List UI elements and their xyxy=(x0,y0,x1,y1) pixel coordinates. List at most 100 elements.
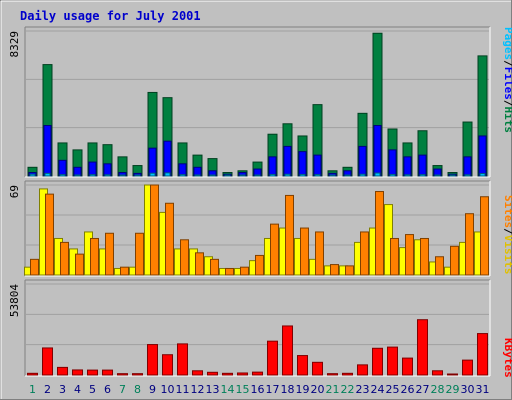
chart-title: Daily usage for July 2001 xyxy=(20,9,201,23)
bar-pages-day-31 xyxy=(479,173,486,177)
bar-pages-day-21 xyxy=(329,174,336,177)
bar-pages-day-10 xyxy=(164,172,171,177)
bar-kbytes-day-12 xyxy=(192,370,203,376)
day-label-13: 13 xyxy=(206,383,220,396)
panel-1: 8329 xyxy=(8,26,491,178)
day-label-18: 18 xyxy=(281,383,295,396)
bar-pages-day-29 xyxy=(449,174,456,177)
bar-pages-day-22 xyxy=(344,174,351,177)
bar-sites-day-28 xyxy=(435,256,444,276)
bar-pages-day-1 xyxy=(29,173,36,177)
bar-sites-day-18 xyxy=(285,194,294,276)
bar-pages-day-18 xyxy=(284,173,291,177)
day-label-8: 8 xyxy=(134,383,141,396)
day-label-4: 4 xyxy=(74,383,81,396)
bar-kbytes-day-11 xyxy=(177,343,188,376)
bar-kbytes-day-23 xyxy=(357,364,368,376)
bar-kbytes-day-5 xyxy=(87,369,98,376)
panel-2-max-label: 69 xyxy=(8,185,21,198)
panel-1-max-label: 8329 xyxy=(8,31,21,58)
bar-kbytes-day-2 xyxy=(42,347,53,376)
bar-kbytes-day-26 xyxy=(402,357,413,376)
bar-sites-day-15 xyxy=(240,266,249,276)
bar-files-day-31 xyxy=(478,135,487,177)
day-label-10: 10 xyxy=(161,383,175,396)
bar-kbytes-day-25 xyxy=(387,346,398,376)
bar-files-day-23 xyxy=(358,145,367,177)
bar-pages-day-16 xyxy=(254,174,261,177)
day-label-21: 21 xyxy=(326,383,340,396)
bar-pages-day-17 xyxy=(269,173,276,177)
bar-pages-day-5 xyxy=(89,174,96,177)
bar-files-day-20 xyxy=(313,154,322,177)
day-label-31: 31 xyxy=(476,383,490,396)
bar-files-day-26 xyxy=(403,156,412,177)
legend-separator: / xyxy=(502,60,512,67)
bar-pages-day-13 xyxy=(209,174,216,177)
bar-sites-day-24 xyxy=(375,191,384,276)
legend-separator: / xyxy=(502,100,512,107)
bar-sites-day-20 xyxy=(315,231,324,276)
bar-kbytes-day-6 xyxy=(102,369,113,376)
bar-pages-day-11 xyxy=(179,174,186,177)
day-label-12: 12 xyxy=(191,383,205,396)
bar-sites-day-23 xyxy=(360,231,369,276)
bar-kbytes-day-8 xyxy=(132,373,143,376)
legend-sites: Sites xyxy=(502,195,512,228)
day-label-25: 25 xyxy=(386,383,400,396)
bar-files-day-3 xyxy=(58,159,67,177)
bar-pages-day-8 xyxy=(134,174,141,177)
day-label-20: 20 xyxy=(311,383,325,396)
bar-kbytes-day-20 xyxy=(312,361,323,376)
bar-sites-day-29 xyxy=(450,245,459,276)
day-label-3: 3 xyxy=(59,383,66,396)
day-label-17: 17 xyxy=(266,383,280,396)
bar-kbytes-day-4 xyxy=(72,369,83,376)
panel-2: 69 xyxy=(8,180,491,277)
bar-files-day-19 xyxy=(298,151,307,177)
bar-kbytes-day-15 xyxy=(237,372,248,376)
day-label-11: 11 xyxy=(176,383,190,396)
panel-2-legend: Sites/Visits xyxy=(502,195,512,275)
bar-pages-day-12 xyxy=(194,174,201,177)
bar-pages-day-14 xyxy=(224,174,231,177)
day-label-27: 27 xyxy=(416,383,430,396)
bar-kbytes-day-28 xyxy=(432,370,443,376)
day-label-14: 14 xyxy=(221,383,235,396)
bar-sites-day-9 xyxy=(150,184,159,276)
bar-sites-day-17 xyxy=(270,223,279,276)
bar-pages-day-28 xyxy=(434,174,441,177)
bar-sites-day-12 xyxy=(195,252,204,276)
day-label-15: 15 xyxy=(236,383,250,396)
bar-kbytes-day-3 xyxy=(57,366,68,376)
panel-1-legend: Pages/Files/Hits xyxy=(502,27,512,133)
day-label-16: 16 xyxy=(251,383,265,396)
bar-pages-day-19 xyxy=(299,173,306,177)
bar-kbytes-day-22 xyxy=(342,372,353,376)
legend-files: Files xyxy=(502,67,512,100)
bar-sites-day-3 xyxy=(60,241,69,276)
bar-kbytes-day-13 xyxy=(207,371,218,376)
panel-3-legend: KBytes xyxy=(502,338,512,378)
bar-kbytes-day-29 xyxy=(447,373,458,376)
bar-pages-day-6 xyxy=(104,174,111,177)
bar-sites-day-31 xyxy=(480,196,489,276)
bar-pages-day-15 xyxy=(239,174,246,177)
bar-sites-day-4 xyxy=(75,253,84,276)
day-label-2: 2 xyxy=(44,383,51,396)
bar-kbytes-day-17 xyxy=(267,340,278,376)
day-label-23: 23 xyxy=(356,383,370,396)
bar-pages-day-20 xyxy=(314,174,321,177)
bar-kbytes-day-21 xyxy=(327,373,338,376)
day-label-22: 22 xyxy=(341,383,355,396)
bar-files-day-10 xyxy=(163,140,172,177)
bar-sites-day-26 xyxy=(405,234,414,276)
day-label-6: 6 xyxy=(104,383,111,396)
legend-visits: Visits xyxy=(502,235,512,275)
bar-kbytes-day-30 xyxy=(462,359,473,376)
bar-files-day-18 xyxy=(283,145,292,177)
day-label-29: 29 xyxy=(446,383,460,396)
bar-sites-day-14 xyxy=(225,267,234,276)
bar-pages-day-24 xyxy=(374,172,381,177)
